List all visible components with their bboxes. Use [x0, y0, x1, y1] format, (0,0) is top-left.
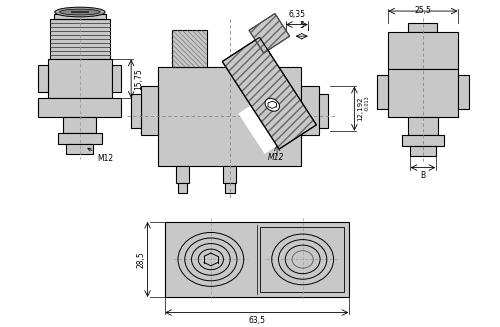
Bar	[50, 19, 110, 60]
Bar	[410, 146, 436, 156]
Bar	[225, 183, 234, 193]
Polygon shape	[249, 13, 290, 53]
Bar	[48, 60, 112, 98]
Bar	[38, 65, 48, 92]
Text: 25,5: 25,5	[414, 6, 432, 15]
Text: 12,192: 12,192	[358, 96, 364, 121]
Polygon shape	[222, 37, 316, 149]
Bar	[318, 94, 328, 128]
Bar	[178, 183, 187, 193]
Bar	[165, 222, 348, 297]
Bar	[402, 135, 444, 146]
Text: B: B	[420, 171, 426, 181]
Polygon shape	[238, 90, 300, 154]
Text: M12: M12	[268, 153, 284, 163]
Bar	[58, 133, 102, 145]
Bar	[458, 75, 469, 109]
Bar	[158, 67, 301, 166]
Bar	[388, 32, 458, 69]
Text: M12: M12	[88, 148, 114, 163]
Bar	[112, 65, 122, 92]
Bar	[38, 98, 121, 117]
Bar	[176, 166, 189, 183]
Ellipse shape	[55, 7, 105, 17]
Text: 6,35: 6,35	[288, 10, 306, 19]
Bar	[64, 117, 96, 133]
Bar	[260, 227, 344, 292]
Bar	[223, 166, 236, 183]
Ellipse shape	[265, 98, 280, 111]
Bar	[388, 69, 458, 117]
Bar	[408, 117, 438, 135]
Bar	[376, 75, 388, 109]
Text: 15,75: 15,75	[134, 68, 143, 90]
Text: 63,5: 63,5	[248, 317, 266, 325]
Bar	[172, 30, 206, 67]
Bar	[141, 86, 158, 135]
Text: 28,5: 28,5	[136, 251, 145, 268]
Bar	[301, 86, 318, 135]
Text: -0,013: -0,013	[365, 95, 370, 111]
Ellipse shape	[60, 9, 100, 15]
Bar	[408, 23, 438, 32]
Bar	[66, 145, 94, 154]
Bar	[54, 14, 106, 19]
Text: 5: 5	[300, 21, 304, 30]
Bar	[131, 94, 141, 128]
